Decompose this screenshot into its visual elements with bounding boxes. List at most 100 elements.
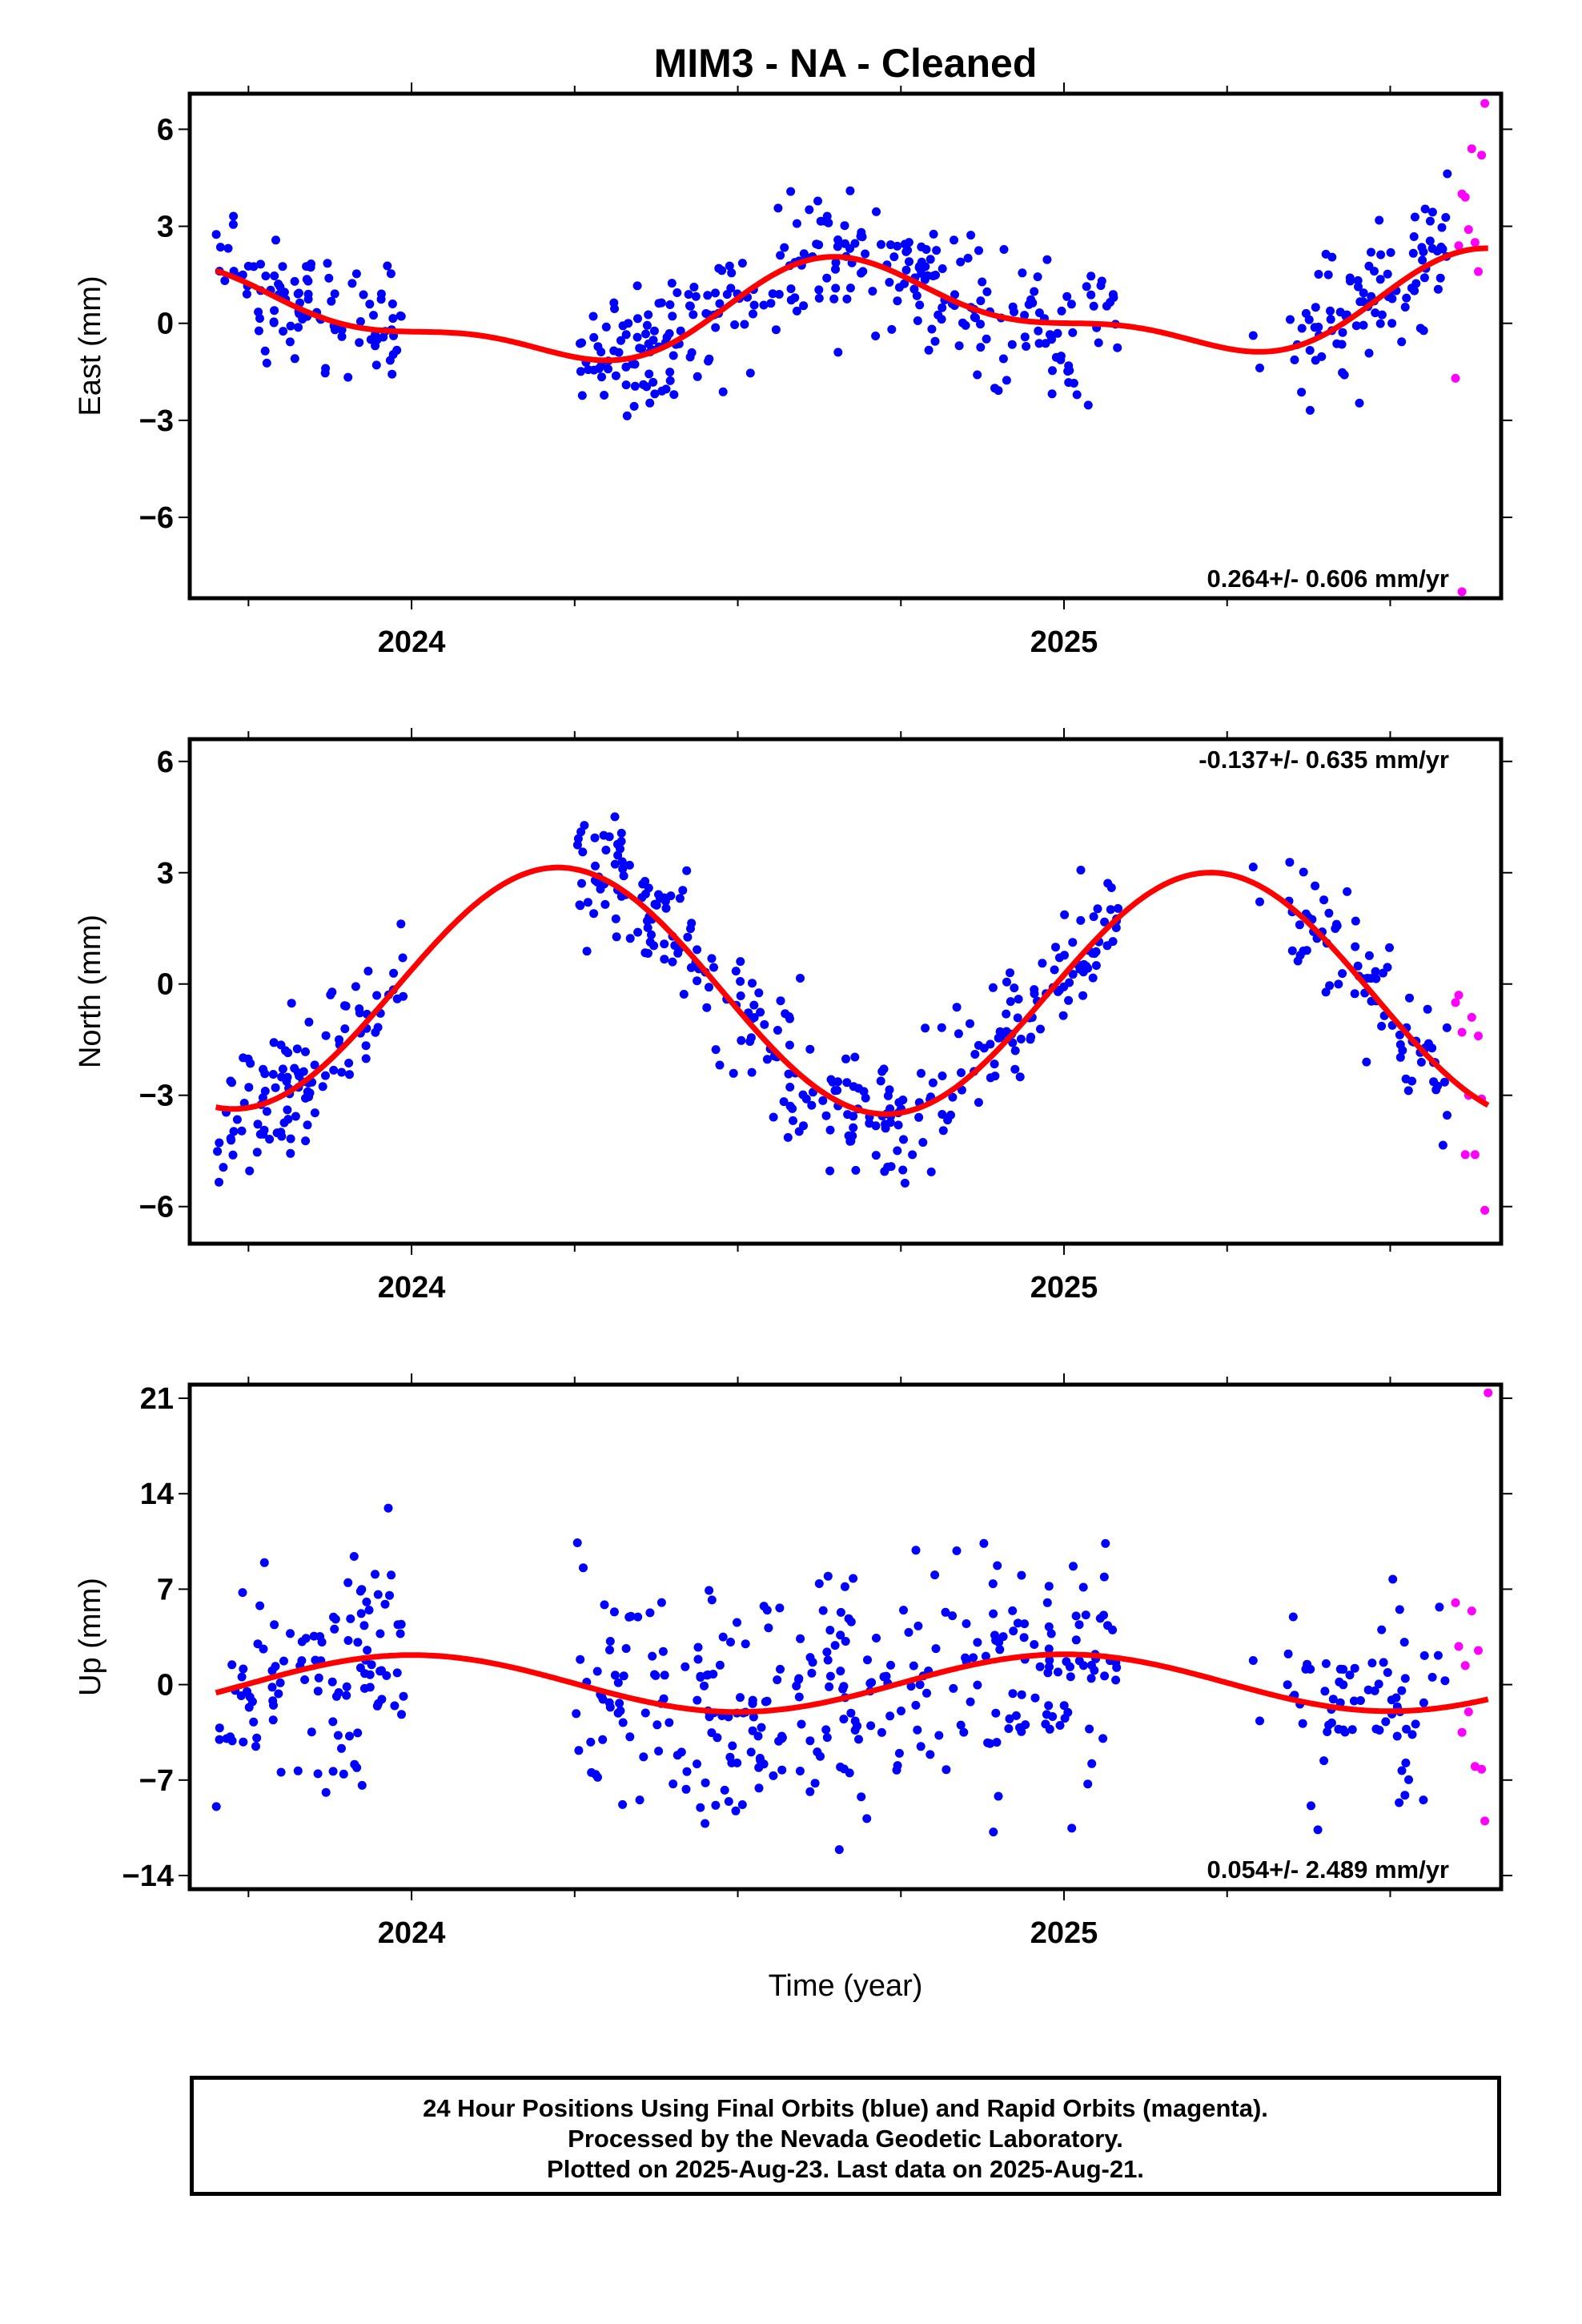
final-orbit-point [711, 1045, 721, 1055]
final-orbit-point [1371, 308, 1380, 318]
final-orbit-point [211, 1802, 221, 1811]
final-orbit-point [577, 391, 587, 400]
final-orbit-point [286, 1148, 295, 1158]
final-orbit-point [730, 320, 740, 329]
final-orbit-point [747, 1068, 757, 1077]
final-orbit-point [703, 291, 713, 300]
final-orbit-point [773, 203, 783, 213]
final-orbit-point [253, 1120, 263, 1129]
final-orbit-point [1338, 969, 1347, 979]
final-orbit-point [696, 1671, 705, 1681]
final-orbit-point [822, 273, 832, 283]
final-orbit-point [991, 1635, 1001, 1645]
final-orbit-point [677, 1747, 686, 1757]
final-orbit-point [1395, 1039, 1405, 1049]
final-orbit-point [639, 380, 648, 389]
y-tick-label: 14 [140, 1478, 174, 1511]
final-orbit-point [916, 1742, 926, 1751]
final-orbit-point [1425, 236, 1435, 246]
final-orbit-point [396, 312, 406, 321]
final-orbit-point [1086, 1674, 1096, 1683]
final-orbit-point [982, 334, 991, 344]
final-orbit-point [331, 1614, 340, 1624]
final-orbit-point [845, 283, 855, 293]
final-orbit-point [396, 1629, 405, 1638]
final-orbit-point [1030, 287, 1039, 296]
final-orbit-point [785, 1083, 795, 1092]
y-tick-label: −3 [139, 1080, 174, 1113]
final-orbit-point [1392, 1731, 1402, 1741]
final-orbit-point [1011, 1711, 1021, 1720]
final-orbit-point [1248, 1656, 1258, 1665]
final-orbit-point [645, 1608, 655, 1618]
rapid-orbit-point [1451, 1598, 1460, 1607]
final-orbit-point [337, 1743, 346, 1753]
final-orbit-point [294, 323, 303, 332]
final-orbit-point [913, 316, 922, 325]
final-orbit-point [367, 1660, 376, 1670]
final-orbit-point [397, 1710, 406, 1719]
final-orbit-point [826, 1075, 836, 1084]
final-orbit-point [1051, 943, 1060, 952]
final-orbit-point [349, 1552, 359, 1561]
final-orbit-point [805, 1787, 815, 1796]
final-orbit-point [1359, 320, 1368, 330]
y-tick-label: 7 [157, 1573, 174, 1606]
final-orbit-point [709, 963, 718, 972]
final-orbit-point [345, 1731, 354, 1741]
final-orbit-point [705, 1586, 714, 1595]
final-orbit-point [1367, 247, 1375, 257]
x-axis-label: Time (year) [769, 1969, 923, 2003]
final-orbit-point [605, 1637, 615, 1646]
final-orbit-point [1072, 390, 1082, 400]
model-fit-line [215, 1651, 1489, 1715]
final-orbit-point [1407, 1730, 1417, 1739]
final-orbit-point [573, 834, 583, 843]
final-orbit-point [311, 1655, 320, 1665]
final-orbit-point [728, 1741, 737, 1751]
final-orbit-point [683, 932, 693, 942]
final-orbit-point [1086, 1660, 1096, 1670]
final-orbit-point [1377, 310, 1387, 320]
final-orbit-point [287, 999, 296, 1008]
final-orbit-point [590, 833, 600, 842]
final-orbit-point [954, 341, 964, 351]
final-orbit-point [904, 1627, 913, 1637]
final-orbit-point [841, 1054, 850, 1063]
final-orbit-point [814, 293, 824, 303]
final-orbit-point [1113, 343, 1122, 352]
final-orbit-point [596, 361, 606, 370]
final-orbit-point [331, 1691, 341, 1701]
final-orbit-point [1375, 319, 1385, 328]
final-orbit-point [693, 976, 702, 986]
final-orbit-point [1024, 300, 1034, 309]
final-orbit-point [715, 1060, 725, 1070]
final-orbit-point [371, 360, 381, 370]
final-orbit-point [1030, 1640, 1039, 1649]
y-axis-label: Up (mm) [74, 1578, 107, 1696]
final-orbit-point [1010, 308, 1018, 316]
final-orbit-point [648, 377, 658, 387]
final-orbit-point [229, 211, 239, 221]
final-orbit-point [938, 264, 947, 273]
final-orbit-point [1321, 987, 1331, 997]
final-orbit-point [866, 1721, 876, 1731]
final-orbit-point [1255, 364, 1264, 372]
final-orbit-point [356, 1609, 366, 1618]
final-orbit-point [1083, 1779, 1093, 1789]
final-orbit-point [275, 1678, 285, 1687]
final-orbit-point [637, 344, 646, 354]
final-orbit-point [215, 243, 225, 252]
final-orbit-point [1395, 1052, 1405, 1062]
final-orbit-point [318, 1082, 327, 1092]
final-orbit-point [278, 1064, 287, 1074]
final-orbit-point [576, 827, 586, 837]
final-orbit-point [1034, 308, 1044, 318]
final-orbit-point [836, 1607, 845, 1617]
final-orbit-point [274, 279, 283, 289]
final-orbit-point [267, 1666, 277, 1675]
final-orbit-point [1114, 903, 1122, 913]
final-orbit-point [1441, 213, 1451, 222]
final-orbit-point [650, 389, 660, 399]
final-orbit-point [761, 1697, 770, 1707]
